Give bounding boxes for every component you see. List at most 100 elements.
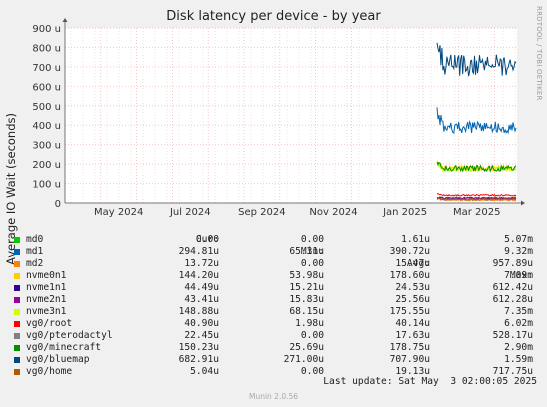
legend-swatch [14,369,20,375]
x-tick-label: Sep 2024 [238,207,285,218]
y-tick-label: 500 u [32,102,61,113]
legend-cur: 144.20u [178,270,219,281]
last-update: Last update: Sat May 3 02:00:05 2025 [323,376,537,387]
legend-avg: 24.53u [395,282,430,293]
legend-cur: 40.90u [184,318,219,329]
legend-swatch [14,237,20,243]
legend-row: md1 294.81u 65.31u 390.72u 9.32m [14,246,542,258]
rrdtool-credit: RRDTOOL / TOBI OETIKER [535,6,543,101]
legend-avg: 19.13u [395,366,430,377]
legend-series-name: nvme3n1 [26,306,67,317]
y-tick-label: 200 u [32,160,61,171]
series-line [436,161,517,173]
legend-series-name: vg0/pterodactyl [26,330,113,341]
legend-series-name: vg0/root [26,318,73,329]
legend-avg: 1.61u [401,234,430,245]
legend-header-max: Max: [509,270,533,281]
legend-row: vg0/bluemap 682.91u 271.00u 707.90u 1.59m [14,354,542,366]
series-line [436,197,517,201]
legend-avg: 175.55u [389,306,430,317]
legend-rows: md0 0.00 0.00 1.61u 5.07m md1 294.81u 65.31u 390… [14,234,542,378]
x-tick-label: Jan 2025 [382,207,427,218]
legend-min: 0.00 [300,234,324,245]
legend-cur: 13.72u [184,258,219,269]
legend-row: vg0/root 40.90u 1.98u 40.14u 6.02m [14,318,542,330]
legend-min: 271.00u [283,354,324,365]
legend-swatch [14,309,20,315]
legend-header-min: Min: [300,246,324,257]
legend-series-name: nvme2n1 [26,294,67,305]
legend-header-row: Cur: Min: Avg: Max: [14,222,542,281]
legend-swatch [14,357,20,363]
legend-avg: 15.47u [395,258,430,269]
legend-series-name: md0 [26,234,44,245]
legend-min: 25.69u [289,342,324,353]
legend-swatch [14,285,20,291]
y-tick-label: 800 u [32,43,61,54]
legend-row: nvme3n1 148.88u 68.15u 175.55u 7.35m [14,306,542,318]
legend-row: nvme1n1 44.49u 15.21u 24.53u 612.42u [14,282,542,294]
legend-avg: 17.63u [395,330,430,341]
legend-max: 2.90m [504,342,533,353]
legend-max: 612.28u [492,294,533,305]
legend-cur: 294.81u [178,246,219,257]
legend-max: 7.35m [504,306,533,317]
legend-min: 65.31u [289,246,324,257]
legend-min: 1.98u [295,318,324,329]
legend-max: 9.32m [504,246,533,257]
legend-min: 0.00 [300,258,324,269]
legend-max: 1.59m [504,354,533,365]
legend-series-name: vg0/minecraft [26,342,102,353]
series-line [436,107,517,135]
y-tick-label: 400 u [32,121,61,132]
legend-min: 68.15u [289,306,324,317]
y-tick-label: 100 u [32,180,61,191]
legend-series-name: md1 [26,246,44,257]
y-tick-label: 700 u [32,63,61,74]
legend-header-avg: Avg: [406,258,430,269]
legend-min: 0.00 [300,330,324,341]
legend-cur: 5.04u [190,366,219,377]
legend-swatch [14,321,20,327]
legend-min: 53.98u [289,270,324,281]
legend-swatch [14,273,20,279]
x-tick-label: Mar 2025 [453,207,501,218]
legend-cur: 150.23u [178,342,219,353]
plot-area [65,28,517,203]
legend-swatch [14,249,20,255]
legend-row: vg0/pterodactyl 22.45u 0.00 17.63u 528.17u [14,330,542,342]
x-tick-label: May 2024 [94,207,143,218]
y-tick-label: 0 [55,199,61,210]
legend-avg: 25.56u [395,294,430,305]
y-axis-arrow [62,18,68,22]
x-tick-label: Nov 2024 [309,207,357,218]
legend-row: md0 0.00 0.00 1.61u 5.07m [14,234,542,246]
legend-cur: 148.88u [178,306,219,317]
legend-cur: 22.45u [184,330,219,341]
chart-title: Disk latency per device - by year [166,9,381,24]
legend-swatch [14,261,20,267]
x-axis-arrow [521,200,525,206]
legend-cur: 43.41u [184,294,219,305]
legend-avg: 178.60u [389,270,430,281]
y-tick-label: 600 u [32,82,61,93]
munin-version: Munin 2.0.56 [248,392,299,401]
legend-max: 612.42u [492,282,533,293]
legend-series-name: nvme0n1 [26,270,67,281]
legend-avg: 40.14u [395,318,430,329]
series-line [436,196,517,200]
legend-row: vg0/minecraft 150.23u 25.69u 178.75u 2.90m [14,342,542,354]
legend-row: nvme2n1 43.41u 15.83u 25.56u 612.28u [14,294,542,306]
legend-series-name: vg0/home [26,366,73,377]
legend-min: 0.00 [300,366,324,377]
series-line [436,42,517,77]
legend-max: 5.07m [504,234,533,245]
legend-series-name: vg0/bluemap [26,354,90,365]
legend-cur: 682.91u [178,354,219,365]
y-tick-label: 300 u [32,141,61,152]
legend-swatch [14,297,20,303]
legend-cur: 44.49u [184,282,219,293]
legend-max: 6.02m [504,318,533,329]
legend-swatch [14,345,20,351]
legend-row: nvme0n1 144.20u 53.98u 178.60u 7.09m [14,270,542,282]
